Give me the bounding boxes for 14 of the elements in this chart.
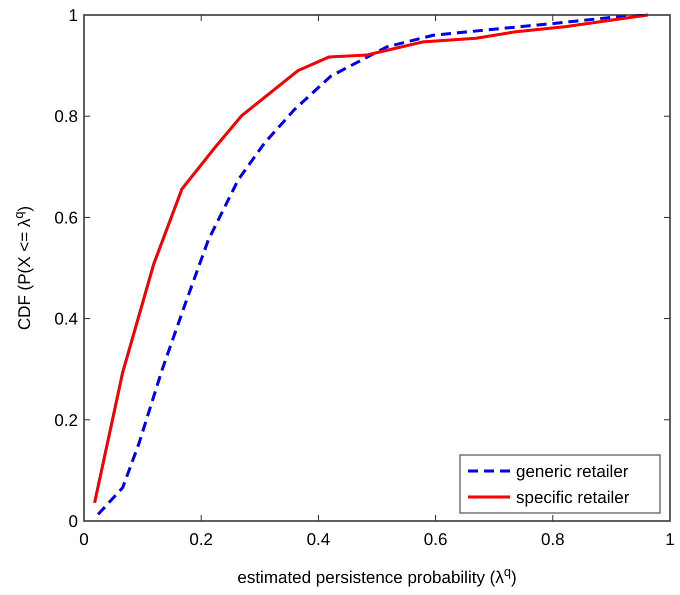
legend-label: specific retailer <box>516 488 630 507</box>
y-tick-label: 0.8 <box>54 107 78 126</box>
x-tick-label: 0.2 <box>189 530 214 549</box>
y-tick-label: 0.2 <box>54 410 78 430</box>
x-tick-label: 0.8 <box>540 530 565 549</box>
x-tick-label: 0.6 <box>424 530 448 549</box>
x-tick-label: 0.4 <box>306 530 330 549</box>
y-tick-label: 0.4 <box>54 310 78 329</box>
x-tick-label: 1 <box>665 530 675 549</box>
legend-label: generic retailer <box>516 462 629 481</box>
y-tick-label: 1 <box>68 6 78 25</box>
x-axis-title: estimated persistence probability (λ$^{q}$) <box>237 564 517 587</box>
y-tick-label: 0 <box>68 512 78 531</box>
y-tick-label: 0.6 <box>54 208 78 228</box>
